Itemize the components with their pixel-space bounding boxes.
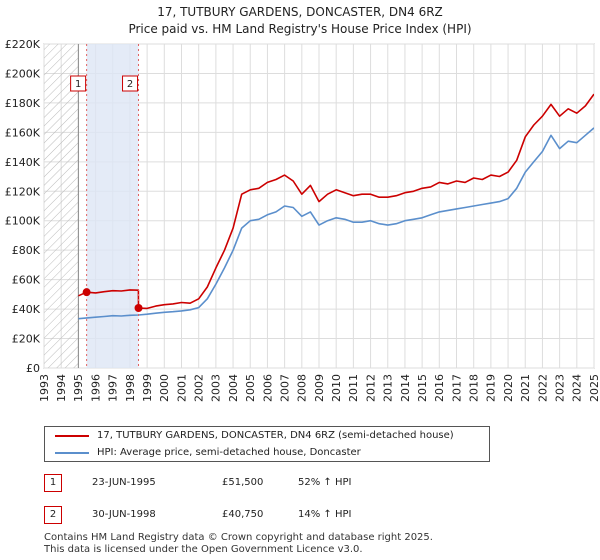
sale-label: 2	[127, 79, 133, 90]
attribution-footer: Contains HM Land Registry data © Crown c…	[44, 532, 433, 556]
x-tick-label: 2009	[313, 374, 326, 402]
x-tick-label: 2019	[485, 374, 498, 402]
x-tick-label: 2015	[416, 374, 429, 402]
legend-label-property: 17, TUTBURY GARDENS, DONCASTER, DN4 6RZ …	[97, 430, 454, 441]
sale-label: 1	[75, 79, 81, 90]
x-tick-label: 2008	[296, 374, 309, 402]
x-tick-label: 2010	[330, 374, 343, 402]
y-tick-label: £60K	[12, 274, 41, 287]
sale-marker: 1	[44, 474, 62, 492]
x-tick-label: 2023	[553, 374, 566, 402]
sale-label-box	[70, 75, 87, 92]
x-tick-label: 1997	[107, 374, 120, 402]
x-tick-label: 2007	[278, 374, 291, 402]
x-tick-label: 2003	[210, 374, 223, 402]
x-tick-label: 2018	[468, 374, 481, 402]
x-tick-label: 1999	[141, 374, 154, 402]
y-tick-label: £0	[26, 362, 40, 375]
legend-label-hpi: HPI: Average price, semi-detached house,…	[97, 447, 361, 458]
hatched-region	[44, 44, 79, 368]
footer-copyright: Contains HM Land Registry data © Crown c…	[44, 532, 433, 543]
x-tick-label: 2016	[433, 374, 446, 402]
chart-title: 17, TUTBURY GARDENS, DONCASTER, DN4 6RZ	[157, 5, 443, 19]
y-tick-label: £20K	[12, 333, 41, 346]
sale-label-box	[122, 75, 139, 92]
sale-hpi-change: 52% ↑ HPI	[298, 477, 352, 488]
y-tick-label: £200K	[5, 67, 41, 80]
x-tick-label: 2025	[588, 374, 600, 402]
hpi-line	[78, 127, 594, 320]
x-tick-label: 2005	[244, 374, 257, 402]
sale-date: 30-JUN-1998	[92, 509, 156, 520]
y-tick-label: £40K	[12, 303, 41, 316]
x-tick-label: 2001	[175, 374, 188, 402]
x-tick-label: 2024	[571, 374, 584, 402]
x-tick-label: 2011	[347, 374, 360, 402]
x-tick-label: 2004	[227, 374, 240, 402]
sale-hpi-change: 14% ↑ HPI	[298, 509, 352, 520]
x-tick-label: 2022	[536, 374, 549, 402]
x-tick-label: 2002	[193, 374, 206, 402]
x-tick-label: 2020	[502, 374, 515, 402]
sale-price: £51,500	[222, 477, 264, 488]
legend-swatch-property	[55, 435, 89, 437]
x-tick-label: 2006	[261, 374, 274, 402]
footer-licence: This data is licensed under the Open Gov…	[44, 544, 363, 555]
y-tick-label: £160K	[5, 126, 41, 139]
sale-point	[134, 303, 143, 312]
price-chart: 17, TUTBURY GARDENS, DONCASTER, DN4 6RZ …	[5, 5, 600, 402]
legend-swatch-hpi	[55, 452, 89, 454]
x-tick-label: 2013	[382, 374, 395, 402]
x-tick-label: 2021	[519, 374, 532, 402]
chart-legend: 17, TUTBURY GARDENS, DONCASTER, DN4 6RZ …	[44, 426, 490, 462]
x-tick-label: 2012	[364, 374, 377, 402]
y-tick-label: £100K	[5, 215, 41, 228]
sale-price: £40,750	[222, 509, 264, 520]
x-tick-label: 1998	[124, 374, 137, 402]
legend-item-property: 17, TUTBURY GARDENS, DONCASTER, DN4 6RZ …	[45, 427, 489, 444]
y-tick-label: £120K	[5, 185, 41, 198]
x-tick-label: 2000	[158, 374, 171, 402]
x-tick-label: 2014	[399, 374, 412, 402]
x-tick-label: 2017	[450, 374, 463, 402]
x-tick-label: 1994	[55, 374, 68, 402]
y-tick-label: £180K	[5, 97, 41, 110]
x-tick-label: 1993	[38, 374, 51, 402]
y-tick-label: £140K	[5, 156, 41, 169]
sale-date: 23-JUN-1995	[92, 477, 156, 488]
sale-point	[82, 288, 91, 297]
chart-subtitle: Price paid vs. HM Land Registry's House …	[128, 22, 471, 36]
x-tick-label: 1996	[89, 374, 102, 402]
ownership-period-shade	[86, 44, 139, 368]
property-price-line	[78, 93, 594, 310]
y-tick-label: £80K	[12, 244, 41, 257]
sale-marker: 2	[44, 506, 62, 524]
x-tick-label: 1995	[72, 374, 85, 402]
y-tick-label: £220K	[5, 38, 41, 51]
legend-item-hpi: HPI: Average price, semi-detached house,…	[45, 444, 489, 461]
